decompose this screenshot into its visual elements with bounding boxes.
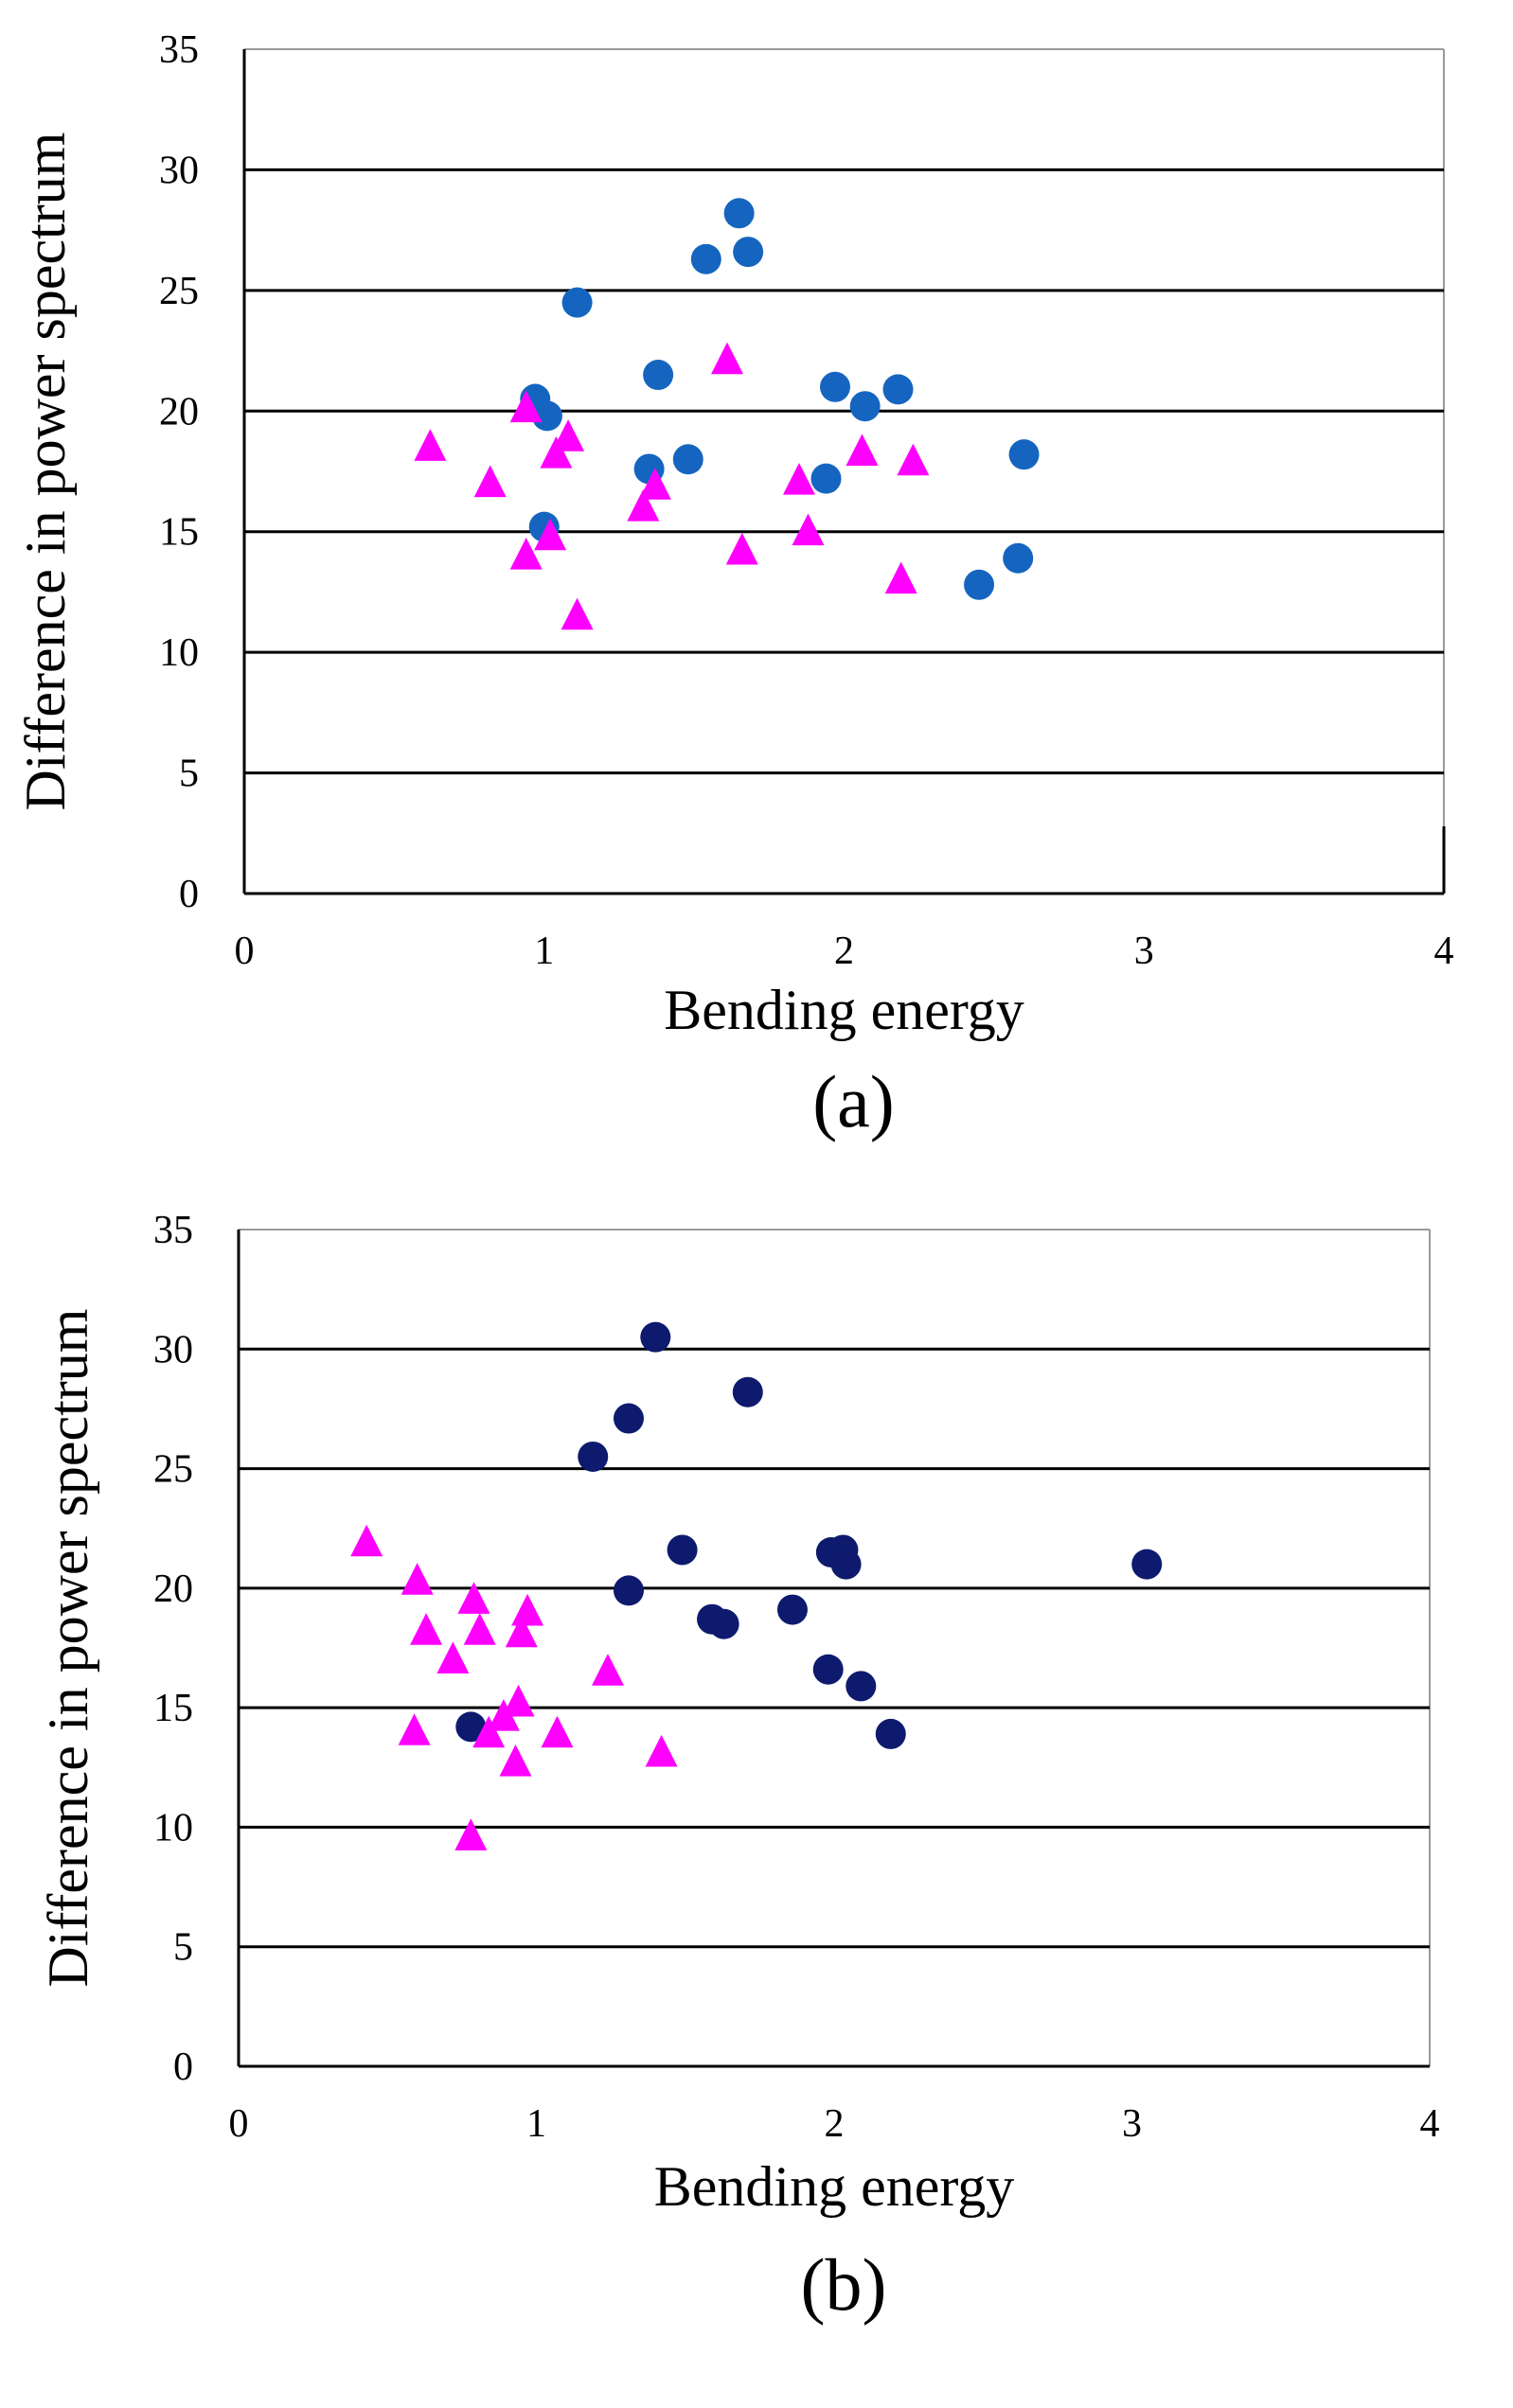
- data-point-circle: [1008, 439, 1040, 470]
- y-tick-label: 0: [179, 873, 199, 916]
- panel-label: (a): [812, 1060, 895, 1142]
- data-point-circle: [733, 237, 764, 268]
- data-point-triangle: [638, 468, 671, 500]
- data-point-circle: [1131, 1549, 1163, 1580]
- data-point-triangle: [792, 513, 825, 546]
- data-point-triangle: [350, 1524, 383, 1557]
- data-point-circle: [708, 1608, 739, 1639]
- data-point-triangle: [540, 436, 573, 469]
- panel-label: (b): [801, 2243, 887, 2326]
- data-point-triangle: [436, 1641, 470, 1673]
- y-tick-label: 20: [159, 390, 199, 434]
- data-point-triangle: [398, 1713, 431, 1745]
- data-point-triangle: [463, 1613, 496, 1645]
- data-point-triangle: [414, 429, 447, 461]
- x-tick-label: 0: [229, 2102, 249, 2146]
- y-tick-label: 0: [173, 2045, 193, 2089]
- data-point-circle: [812, 1654, 844, 1685]
- data-point-triangle: [454, 1818, 488, 1850]
- y-tick-label: 20: [153, 1567, 193, 1611]
- data-point-triangle: [846, 434, 879, 466]
- data-point-circle: [1003, 542, 1034, 574]
- data-point-circle: [667, 1534, 698, 1566]
- x-tick-label: 3: [1122, 2102, 1142, 2146]
- y-axis-title: Difference in power spectrum: [37, 1309, 99, 1988]
- data-point-circle: [810, 463, 842, 494]
- y-tick-label: 10: [153, 1806, 193, 1850]
- data-point-triangle: [505, 1615, 538, 1648]
- data-point-triangle: [897, 443, 930, 476]
- y-tick-label: 30: [159, 149, 199, 192]
- data-point-circle: [672, 444, 703, 475]
- data-point-triangle: [511, 1593, 544, 1626]
- data-point-triangle: [509, 538, 543, 570]
- data-point-triangle: [884, 561, 917, 594]
- data-point-circle: [455, 1711, 487, 1743]
- data-point-triangle: [400, 1563, 434, 1595]
- data-point-circle: [964, 569, 995, 600]
- y-tick-label: 35: [153, 1209, 193, 1252]
- data-point-circle: [640, 1321, 671, 1353]
- data-point-circle: [849, 391, 881, 422]
- data-point-triangle: [502, 1684, 535, 1717]
- data-point-circle: [578, 1441, 609, 1472]
- data-point-circle: [690, 243, 721, 274]
- data-point-triangle: [552, 419, 585, 452]
- y-tick-label: 15: [153, 1687, 193, 1730]
- data-point-triangle: [783, 463, 815, 495]
- x-axis-title: Bending energy: [664, 979, 1024, 1041]
- y-tick-label: 5: [179, 752, 199, 796]
- x-tick-label: 2: [834, 930, 854, 973]
- data-point-circle: [643, 360, 674, 391]
- data-point-circle: [613, 1575, 644, 1606]
- y-tick-label: 25: [159, 270, 199, 313]
- data-point-triangle: [473, 465, 507, 498]
- y-tick-label: 30: [153, 1328, 193, 1372]
- data-point-circle: [882, 374, 914, 405]
- data-point-triangle: [487, 1699, 520, 1731]
- data-point-circle: [531, 400, 562, 432]
- x-tick-label: 3: [1134, 930, 1154, 973]
- x-tick-label: 4: [1434, 930, 1454, 973]
- data-point-triangle: [627, 489, 660, 522]
- chart-panel-a: 0 5 10 15 20 25 30 35 0 1 2 3 4 Bending energy Differe…: [14, 28, 1454, 1142]
- data-point-circle: [830, 1549, 862, 1580]
- data-point-triangle: [534, 518, 567, 551]
- y-tick-label: 10: [159, 631, 199, 675]
- data-point-circle: [776, 1594, 808, 1625]
- data-point-triangle: [725, 532, 758, 565]
- x-axis-title: Bending energy: [654, 2155, 1014, 2218]
- y-tick-label: 5: [173, 1926, 193, 1970]
- chart-panel-b: 0 5 10 15 20 25 30 35 0 1 2 3 4 Bending energy Differe…: [37, 1209, 1440, 2326]
- data-point-triangle: [561, 597, 594, 630]
- data-point-circle: [723, 198, 755, 229]
- data-point-triangle: [509, 390, 543, 423]
- y-tick-label: 35: [159, 28, 199, 72]
- x-tick-label: 0: [235, 930, 255, 973]
- y-tick-label: 15: [159, 511, 199, 555]
- x-tick-label: 1: [526, 2102, 546, 2146]
- data-point-triangle: [711, 342, 743, 375]
- y-axis-title: Difference in power spectrum: [14, 133, 77, 811]
- data-point-triangle: [645, 1734, 678, 1767]
- data-point-circle: [561, 287, 593, 318]
- x-tick-label: 4: [1420, 2102, 1440, 2146]
- x-tick-label: 1: [534, 930, 554, 973]
- x-tick-label: 2: [825, 2102, 845, 2146]
- data-point-triangle: [592, 1654, 624, 1686]
- data-point-triangle: [410, 1613, 443, 1645]
- data-point-circle: [875, 1718, 906, 1749]
- data-point-circle: [613, 1403, 644, 1434]
- data-point-triangle: [499, 1744, 532, 1777]
- y-tick-label: 25: [153, 1448, 193, 1492]
- data-point-circle: [819, 371, 850, 402]
- data-point-triangle: [541, 1715, 574, 1748]
- data-point-circle: [846, 1671, 877, 1702]
- data-point-circle: [732, 1376, 763, 1408]
- data-point-triangle: [472, 1715, 506, 1748]
- data-point-triangle: [457, 1582, 490, 1614]
